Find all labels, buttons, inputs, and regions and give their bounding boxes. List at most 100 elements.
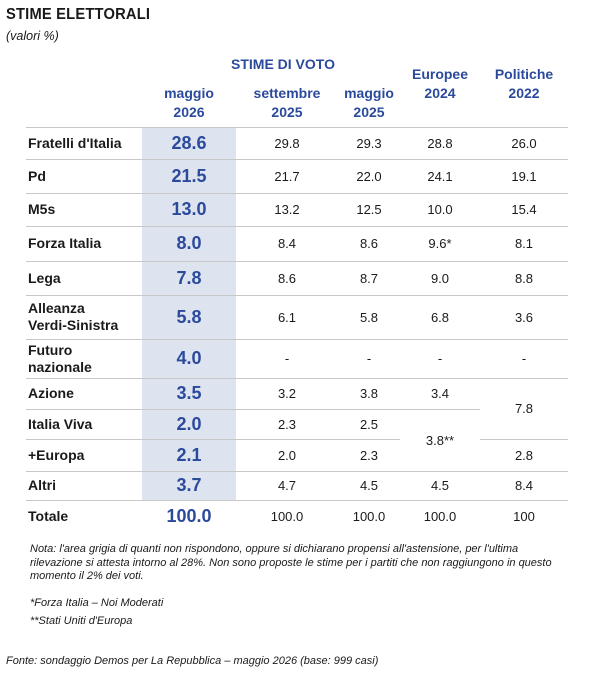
table-rule <box>26 295 568 296</box>
header-group-stime: STIME DI VOTO <box>231 56 335 72</box>
party-name: Totale <box>28 500 68 532</box>
table-notes: Nota: l'area grigia di quanti non rispon… <box>30 543 552 582</box>
estimate-may-2026: 13.0 <box>171 199 207 219</box>
estimate-may-2026: 2.0 <box>176 413 202 434</box>
party-name: Lega <box>28 261 61 295</box>
party-name-line: Alleanza <box>28 300 85 316</box>
value-cell: 6.8 <box>430 309 450 325</box>
party-name: Altri <box>28 471 56 500</box>
party-name-line: Italia Viva <box>28 415 93 432</box>
value-cell: 10.0 <box>427 202 453 217</box>
value-cell: 4.5 <box>359 478 379 493</box>
column-header-line2: 2025 <box>353 104 385 120</box>
table-rule <box>26 439 400 440</box>
value-cell: 2.0 <box>277 447 297 463</box>
highlight-column <box>142 128 236 500</box>
value-cell: 100.0 <box>423 508 457 524</box>
value-cell: 29.8 <box>274 136 300 151</box>
value-cell: 3.4 <box>430 386 450 401</box>
column-header-line2: 2024 <box>424 85 456 101</box>
value-cell: 2.5 <box>359 416 379 432</box>
table-rule <box>26 226 568 227</box>
party-name-line: Verdi-Sinistra <box>28 317 119 333</box>
column-header-line1: Politiche <box>494 66 554 82</box>
chart-title: STIME ELETTORALI <box>6 6 151 23</box>
estimate-may-2026: 28.6 <box>171 133 207 153</box>
estimate-may-2026: 21.5 <box>171 165 207 186</box>
party-name: Alleanza Verdi-Sinistra <box>28 295 118 339</box>
column-header: settembre 2025 <box>236 84 338 122</box>
value-cell: 8.7 <box>359 270 379 286</box>
value-cell: 2.8 <box>514 447 534 463</box>
party-name-line: M5s <box>28 201 56 217</box>
value-cell: 22.0 <box>356 168 382 184</box>
footnote-forza-italia: *Forza Italia – Noi Moderati <box>30 597 164 609</box>
party-name-line: Futuro <box>28 341 73 358</box>
table-rule <box>400 409 480 410</box>
value-cell: - <box>284 351 290 366</box>
table-rule <box>26 471 568 472</box>
value-cell: 13.2 <box>274 202 300 217</box>
party-name: Futuro nazionale <box>28 339 92 378</box>
value-cell: - <box>521 351 527 366</box>
party-name-line: Totale <box>28 507 69 524</box>
value-cell: 100.0 <box>352 508 386 524</box>
party-name-line: Altri <box>28 477 56 493</box>
value-cell: 8.8 <box>514 270 534 286</box>
value-cell: 21.7 <box>274 168 300 184</box>
party-name: +Europa <box>28 439 84 471</box>
party-name-line: Azione <box>28 385 74 401</box>
estimate-may-2026: 7.8 <box>176 267 202 288</box>
value-cell: 8.4 <box>277 236 297 251</box>
value-cell: 8.1 <box>514 236 534 251</box>
merged-value-europee: 3.8** <box>425 432 455 448</box>
estimate-may-2026: 100.0 <box>166 505 212 526</box>
party-name-line: Forza Italia <box>28 235 102 251</box>
value-cell: 5.8 <box>359 309 379 325</box>
value-cell: 15.4 <box>511 202 537 217</box>
value-cell: 26.0 <box>511 136 537 151</box>
column-header: maggio 2025 <box>338 84 400 122</box>
value-cell: 3.6 <box>514 309 534 325</box>
estimate-may-2026: 5.8 <box>176 306 202 327</box>
column-header-line1: settembre <box>253 85 321 101</box>
value-cell: 8.6 <box>277 270 297 286</box>
value-cell: 2.3 <box>359 447 379 463</box>
estimate-may-2026: 8.0 <box>176 233 202 253</box>
column-header: maggio 2026 <box>142 84 236 122</box>
value-cell: - <box>437 351 443 366</box>
value-cell: 100.0 <box>270 508 304 524</box>
value-cell: 3.8 <box>359 386 379 401</box>
value-cell: 24.1 <box>427 168 453 184</box>
party-name-line: +Europa <box>28 446 85 463</box>
column-header-line1: Europee <box>411 66 468 82</box>
column-header-line1: maggio <box>344 85 394 101</box>
table-rule <box>26 409 400 410</box>
merged-value-politiche: 7.8 <box>514 401 534 416</box>
party-name: Pd <box>28 159 46 193</box>
party-name-line: Fratelli d'Italia <box>28 135 122 151</box>
table-rule <box>26 378 568 379</box>
party-name: M5s <box>28 193 55 226</box>
table-rule <box>26 127 568 128</box>
party-name: Forza Italia <box>28 226 101 261</box>
value-cell: 29.3 <box>356 136 382 151</box>
column-header-line2: 2025 <box>271 104 303 120</box>
column-header-line2: 2022 <box>508 85 540 101</box>
column-header: Politiche 2022 <box>480 65 568 103</box>
column-header-line2: 2026 <box>173 104 205 120</box>
party-name: Fratelli d'Italia <box>28 128 122 159</box>
table-rule <box>26 261 568 262</box>
value-cell: 3.2 <box>277 386 297 401</box>
value-cell: 8.6 <box>359 236 379 251</box>
party-name: Azione <box>28 378 74 409</box>
value-cell: 9.6* <box>428 236 452 251</box>
table-rule <box>26 159 568 160</box>
party-name: Italia Viva <box>28 409 92 439</box>
chart-subtitle: (valori %) <box>6 29 59 43</box>
value-cell: 6.1 <box>277 309 297 325</box>
party-name-line: Pd <box>28 167 46 184</box>
party-name-line: Lega <box>28 269 61 286</box>
table-rule <box>26 339 568 340</box>
value-cell: 12.5 <box>356 202 382 217</box>
